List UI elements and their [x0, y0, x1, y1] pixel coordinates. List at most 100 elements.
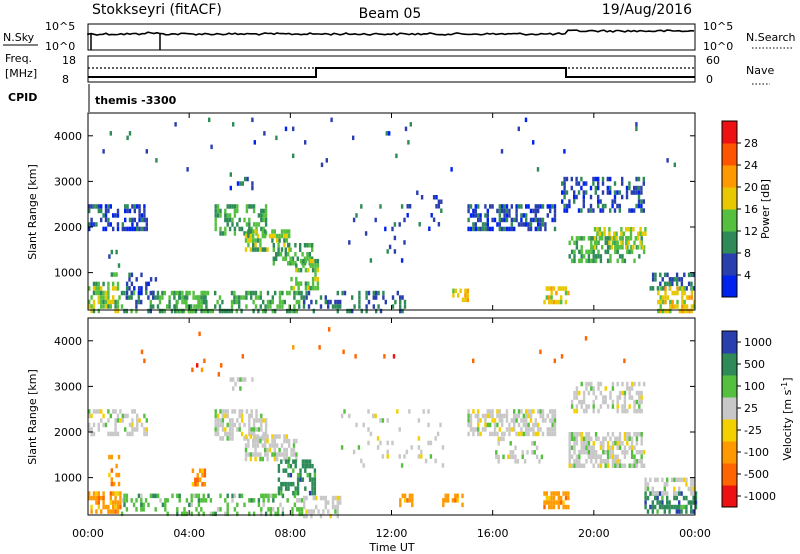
power-cell — [90, 295, 93, 300]
power-cell — [472, 222, 475, 227]
power-cell — [130, 281, 134, 287]
velocity-cell — [403, 493, 407, 499]
velocity-cell — [221, 436, 225, 441]
power-cell — [570, 176, 573, 182]
velocity-cell — [255, 418, 258, 423]
power-cell — [88, 304, 91, 309]
velocity-cell — [303, 504, 306, 510]
velocity-colorbar-tick: 100 — [744, 380, 765, 393]
velocity-cell — [568, 436, 571, 441]
velocity-cell — [546, 431, 549, 437]
power-cell — [92, 290, 96, 296]
velocity-cell — [614, 436, 617, 441]
velocity-cell — [135, 498, 138, 503]
velocity-cell — [194, 477, 197, 482]
power-cell — [659, 281, 662, 287]
velocity-cell — [295, 456, 298, 462]
velocity-cell — [254, 447, 257, 453]
power-cell — [563, 185, 566, 191]
velocity-cell — [539, 349, 542, 355]
velocity-cell — [525, 427, 528, 432]
power-cell — [637, 203, 641, 209]
velocity-cell — [243, 436, 246, 441]
power-cell — [587, 236, 591, 241]
power-cell — [309, 263, 312, 268]
velocity-colorbar-tick: 1000 — [744, 336, 772, 349]
velocity-cell — [517, 431, 521, 437]
power-cell — [262, 226, 265, 232]
velocity-cell — [209, 511, 213, 517]
velocity-cell — [616, 463, 619, 468]
power-cell — [486, 213, 489, 218]
power-cell — [178, 290, 182, 296]
power-cell — [107, 299, 110, 305]
velocity-cell — [614, 459, 617, 464]
power-cell — [336, 290, 339, 296]
power-cell — [654, 277, 657, 282]
velocity-cell — [281, 511, 285, 517]
velocity-cell — [252, 498, 256, 503]
power-cell — [393, 235, 397, 241]
power-cell — [440, 208, 443, 213]
power-cell — [135, 299, 138, 305]
velocity-cell — [630, 463, 634, 468]
power-cell — [280, 247, 284, 252]
velocity-cell — [277, 463, 281, 469]
power-cell — [659, 295, 662, 300]
power-cell — [510, 204, 513, 209]
noise-left-tick-bottom: 10^0 — [45, 40, 75, 53]
power-cell — [503, 204, 506, 209]
power-cell — [587, 249, 591, 255]
velocity-cell — [272, 493, 275, 499]
power-cell — [642, 199, 645, 204]
power-cell — [116, 281, 120, 287]
velocity-cell — [573, 441, 576, 446]
power-cell — [625, 185, 629, 191]
velocity-cell — [609, 450, 612, 455]
velocity-cell — [381, 454, 385, 459]
velocity-cell — [334, 495, 337, 501]
power-cell — [174, 122, 177, 127]
velocity-cell — [140, 349, 144, 355]
power-cell — [226, 213, 229, 218]
power-cell — [550, 290, 553, 296]
power-cell — [240, 295, 243, 300]
velocity-cell — [273, 447, 276, 453]
velocity-cell — [252, 431, 256, 437]
power-cell — [601, 176, 605, 182]
velocity-cell — [311, 486, 314, 491]
velocity-cell — [592, 390, 595, 396]
power-cell — [123, 290, 126, 296]
power-cell — [609, 185, 612, 191]
velocity-cell — [112, 500, 115, 505]
power-cell — [283, 238, 286, 243]
power-cell — [472, 226, 475, 232]
velocity-cell — [495, 454, 498, 460]
velocity-cell — [642, 463, 646, 468]
velocity-cell — [541, 413, 545, 419]
velocity-cell — [642, 450, 646, 455]
velocity-cell — [287, 486, 290, 491]
power-cell — [116, 213, 120, 218]
power-cell — [604, 249, 607, 255]
power-cell — [125, 295, 128, 300]
velocity-colorbar-swatch — [722, 463, 737, 486]
velocity-cell — [454, 498, 457, 503]
power-cell — [131, 217, 134, 223]
power-cell — [302, 304, 306, 309]
velocity-cell — [446, 493, 450, 499]
velocity-cell — [429, 440, 433, 446]
power-cell — [231, 222, 234, 227]
velocity-cell — [623, 390, 627, 396]
velocity-cell — [646, 482, 650, 487]
velocity-cell — [104, 422, 108, 428]
power-cell — [621, 194, 624, 200]
velocity-cell — [573, 390, 576, 396]
velocity-cell — [154, 493, 157, 499]
velocity-cell — [164, 498, 167, 503]
power-cell — [264, 213, 268, 218]
velocity-cell — [661, 495, 664, 501]
power-cell — [355, 213, 358, 218]
power-cell — [635, 245, 639, 250]
power-cell — [676, 286, 679, 291]
